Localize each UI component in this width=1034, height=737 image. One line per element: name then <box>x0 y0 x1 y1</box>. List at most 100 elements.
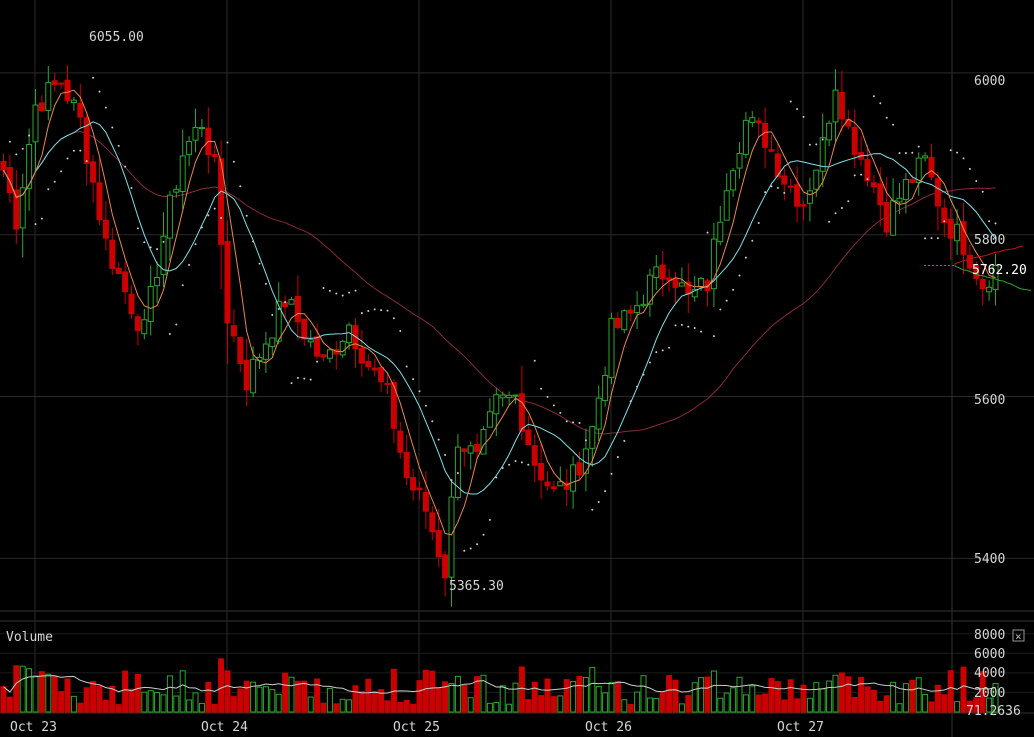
moving-average-mid <box>3 121 996 495</box>
volume-bar <box>166 675 173 713</box>
volume-bar <box>237 688 244 713</box>
sar-dot <box>917 145 920 148</box>
sar-dot <box>213 207 216 210</box>
sar-dot <box>53 180 56 183</box>
candle <box>26 144 33 189</box>
sar-dot <box>616 455 619 458</box>
candle <box>70 99 77 103</box>
candle <box>870 182 877 188</box>
volume-bar <box>58 691 65 713</box>
volume-bar <box>122 670 129 713</box>
candle <box>627 309 634 314</box>
sar-dot <box>124 165 127 168</box>
sar-dot <box>661 349 664 352</box>
sar-dot <box>284 301 287 304</box>
candle <box>762 122 769 148</box>
candle <box>109 239 116 269</box>
sar-dot <box>476 543 479 546</box>
candle <box>403 452 410 479</box>
volume-bar <box>742 694 749 713</box>
candle <box>314 336 321 357</box>
candle <box>326 349 333 359</box>
volume-bar <box>627 704 634 713</box>
sar-dot <box>220 217 223 220</box>
candle <box>672 278 679 288</box>
y-tick-label: 6000 <box>974 74 1005 89</box>
volume-bar <box>0 686 7 713</box>
volume-bar <box>845 676 852 713</box>
candle <box>186 141 193 156</box>
sar-dot <box>380 309 383 312</box>
volume-title: Volume <box>6 630 53 645</box>
volume-bar <box>717 697 724 713</box>
candle <box>77 102 84 118</box>
order-depth <box>924 245 1032 291</box>
sar-dot <box>149 246 152 249</box>
volume-bar <box>992 682 999 713</box>
sar-dot <box>840 207 843 210</box>
volume-bar <box>19 665 26 713</box>
volume-bar <box>986 697 993 713</box>
sar-dot <box>668 346 671 349</box>
sar-dot <box>98 90 101 93</box>
volume-bar <box>800 684 807 713</box>
candles <box>0 65 999 607</box>
candle <box>371 367 378 371</box>
volume-bar <box>832 674 839 713</box>
sar-dot <box>546 395 549 398</box>
volume-bar <box>621 699 628 713</box>
volume-bar <box>736 676 743 713</box>
candle <box>154 276 161 287</box>
volume-tick-label: 4000 <box>974 666 1005 681</box>
volume-bar <box>480 674 487 713</box>
volume-bar <box>646 697 653 713</box>
candle <box>602 374 609 401</box>
candle <box>192 126 199 141</box>
sar-dot <box>207 214 210 217</box>
sar-dot <box>757 221 760 224</box>
candle <box>640 303 647 307</box>
volume-bar <box>77 702 84 713</box>
volume-bar <box>422 669 429 713</box>
volume-bar <box>454 675 461 713</box>
sar-dot <box>968 167 971 170</box>
sar-dot <box>866 178 869 181</box>
candle <box>416 487 423 491</box>
volume-bar <box>723 692 730 713</box>
sar-dot <box>424 404 427 407</box>
candle <box>525 429 532 446</box>
volume-bar <box>864 686 871 713</box>
volume-bar <box>141 691 148 713</box>
volume-bar <box>154 691 161 713</box>
candle <box>621 310 628 331</box>
candle <box>275 300 282 342</box>
volume-bar <box>448 683 455 713</box>
volume-bar <box>83 687 90 713</box>
sar-dot <box>360 311 363 314</box>
volume-bar <box>544 678 551 713</box>
candle <box>442 554 449 579</box>
sar-dot <box>482 533 485 536</box>
candle <box>947 218 954 239</box>
volume-bar <box>518 666 525 713</box>
y-tick-label: 5400 <box>974 552 1005 567</box>
volume-bar <box>397 701 404 713</box>
sar-dot <box>156 248 159 251</box>
volume-bar <box>461 684 468 713</box>
sar-dot <box>700 330 703 333</box>
volume-bar <box>134 673 141 713</box>
volume-bar <box>96 685 103 713</box>
sar-dot <box>981 190 984 193</box>
volume-bar <box>6 696 13 713</box>
sar-dot <box>732 288 735 291</box>
volume-bar <box>890 681 897 713</box>
sar-dot <box>456 472 459 475</box>
volume-close-button[interactable]: × <box>1012 629 1025 643</box>
volume-bar <box>256 686 263 713</box>
volume-bar <box>928 701 935 713</box>
sar-dot <box>514 459 517 462</box>
candle <box>608 317 615 379</box>
sar-dot <box>239 185 242 188</box>
volume-bar <box>794 698 801 713</box>
sar-dot <box>373 308 376 311</box>
